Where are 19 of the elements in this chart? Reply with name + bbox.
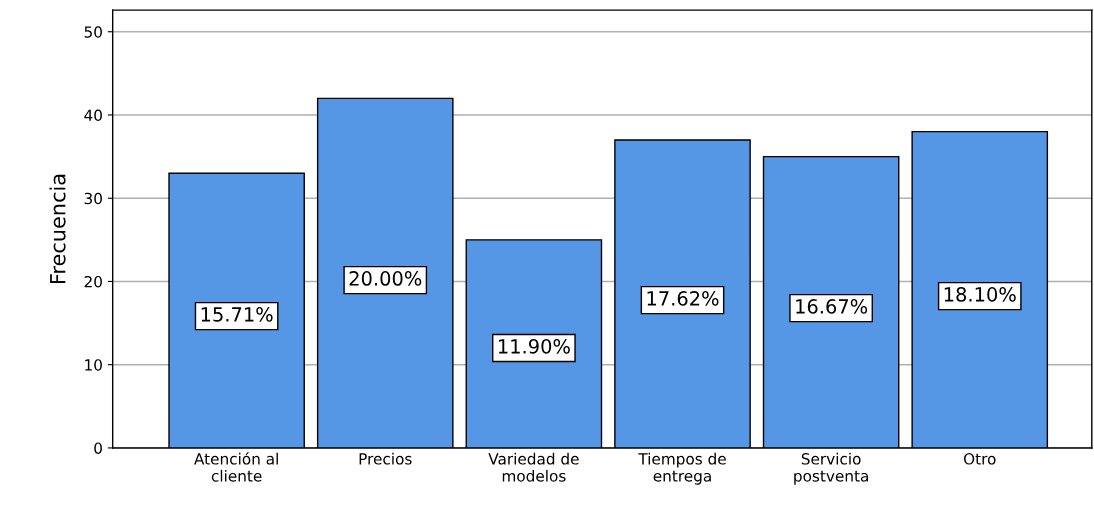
x-tick-label: Atención al cliente <box>194 452 278 482</box>
annotation: 15.71% <box>201 307 273 322</box>
annotation: 11.90% <box>498 338 570 354</box>
x-tick-label: Tiempos de entrega <box>638 452 726 485</box>
x-tick-label: Servicio postventa <box>794 452 868 485</box>
x-tick-label: Variedad de modelos <box>488 452 579 482</box>
x-tick-label: Otro <box>963 453 996 465</box>
annotation: 20.00% <box>349 271 422 286</box>
y-axis-title: Frecuencia <box>49 174 66 284</box>
x-tick-label: Precios <box>359 452 412 465</box>
y-tick-label: 40 <box>84 109 102 121</box>
y-tick-label: 50 <box>84 26 102 38</box>
y-tick-label: 20 <box>84 275 102 288</box>
annotation: 16.67% <box>796 299 868 314</box>
y-tick-label: 10 <box>85 359 102 371</box>
annotation: 18.10% <box>944 287 1016 302</box>
y-tick-label: 30 <box>84 192 102 205</box>
y-tick-label: 0 <box>94 442 102 454</box>
annotation: 17.62% <box>647 291 719 306</box>
